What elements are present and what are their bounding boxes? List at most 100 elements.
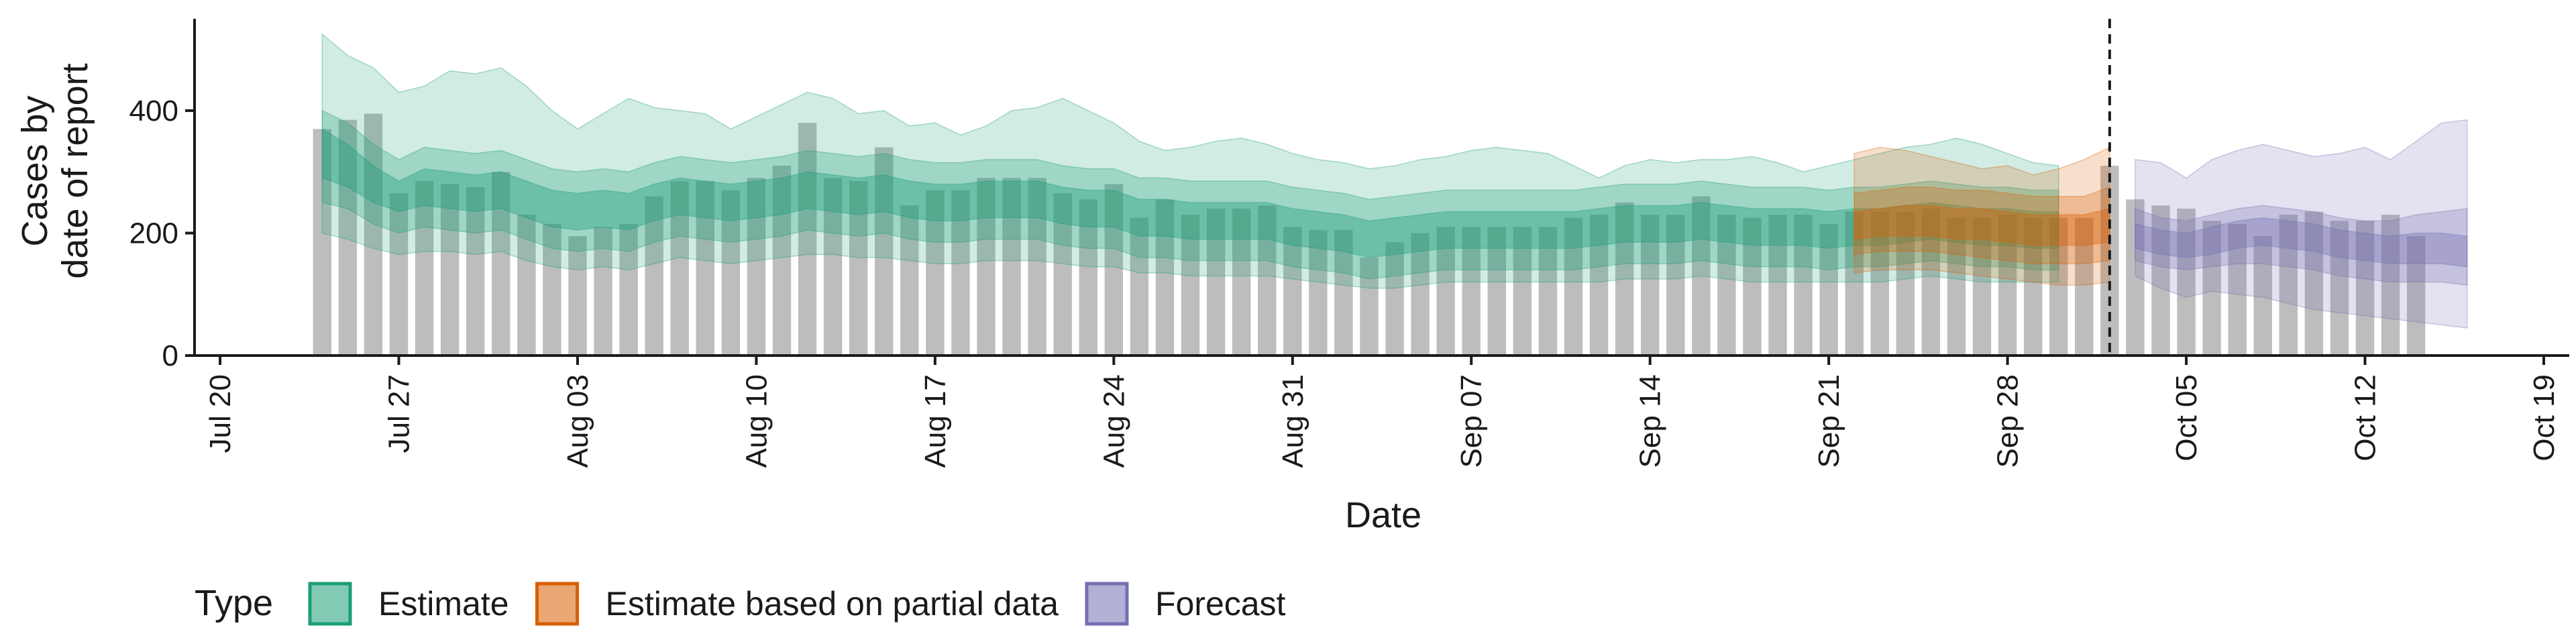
reported-cases-bar: [1181, 215, 1200, 356]
reported-cases-bar: [1921, 208, 1941, 356]
reported-cases-bar: [2151, 205, 2170, 356]
reported-cases-bar: [1487, 227, 1506, 356]
reported-cases-bar: [1155, 199, 1175, 356]
reported-cases-bars: [313, 113, 2426, 356]
reported-cases-bar: [440, 184, 460, 356]
reported-cases-bar: [1615, 202, 1634, 356]
y-axis-ticks: 0 200 400: [129, 95, 195, 372]
legend-entry: Estimate: [308, 582, 509, 626]
series-estimate-based-on-partial-data: [1854, 146, 2110, 286]
reported-cases-bar: [1564, 217, 1583, 356]
legend: Type Estimate Estimate based on partial d…: [195, 582, 1286, 626]
x-tick-label: Sep 21: [1813, 374, 1845, 468]
x-tick-label: Oct 19: [2528, 374, 2561, 462]
reported-cases-bar: [594, 227, 612, 356]
reported-cases-bar: [926, 190, 945, 356]
axes: [193, 19, 2569, 357]
reported-cases-bar: [1870, 211, 1889, 356]
reported-cases-bar: [1385, 242, 1404, 356]
reported-cases-bar: [1130, 217, 1149, 356]
y-axis-title-line: Cases by: [15, 95, 55, 246]
reported-cases-bar: [1028, 178, 1046, 356]
legend-swatch: [308, 582, 352, 626]
reported-cases-bar: [1972, 217, 1992, 356]
legend-swatch: [1085, 582, 1129, 626]
y-tick-label: 200: [129, 217, 178, 250]
reported-cases-bar: [1411, 233, 1430, 356]
reported-cases-bar: [2330, 221, 2349, 356]
reported-cases-bar: [1743, 217, 1762, 356]
reported-cases-bar: [2177, 208, 2196, 356]
reported-cases-bar: [1998, 215, 2017, 356]
band-50: [321, 109, 2059, 280]
x-axis-title: Date: [1345, 495, 1421, 535]
reported-cases-bar: [1513, 227, 1532, 356]
x-tick-label: Sep 28: [1992, 374, 2025, 468]
x-tick-label: Aug 24: [1097, 374, 1130, 468]
reported-cases-bar: [849, 180, 868, 356]
reported-cases-bar: [1768, 215, 1787, 356]
reported-cases-bar: [2355, 221, 2375, 356]
reported-cases-bar: [1334, 229, 1353, 356]
x-tick-label: Sep 14: [1634, 374, 1667, 468]
reported-cases-bar: [2228, 223, 2247, 356]
legend-swatch: [535, 582, 580, 626]
band-90: [2135, 119, 2468, 329]
reported-cases-bar: [823, 178, 843, 356]
legend-label: Forecast: [1155, 585, 1286, 623]
legend-label: Estimate based on partial data: [606, 585, 1059, 623]
reported-cases-bar: [2279, 215, 2298, 356]
band-50: [2135, 205, 2468, 286]
reported-cases-bar: [2381, 215, 2400, 356]
reported-cases-bar: [1640, 215, 1660, 356]
reported-cases-bar: [1538, 227, 1558, 356]
legend-entry: Forecast: [1085, 582, 1286, 626]
x-axis-ticks: Jul 20 Jul 27 Aug 03 Aug 10 Aug 17 Aug 24 Aug …: [204, 356, 2561, 468]
reported-cases-bar: [1283, 227, 1302, 356]
reported-cases-bar: [2406, 236, 2426, 356]
reported-cases-bar: [1462, 227, 1481, 356]
band-50: [1854, 186, 2110, 264]
reported-cases-bar: [492, 172, 511, 356]
reported-cases-bar: [798, 123, 817, 356]
reported-cases-bar: [517, 215, 536, 356]
reported-cases-bar: [2304, 211, 2324, 356]
reported-cases-bar: [338, 119, 358, 356]
reported-cases-bar: [900, 205, 919, 356]
reported-cases-bar: [1794, 215, 1813, 356]
reported-cases-bar: [1717, 215, 1736, 356]
reported-cases-bar: [389, 193, 409, 356]
reported-cases-bar: [568, 236, 587, 356]
series-forecast: [2135, 119, 2468, 329]
reported-cases-bar: [2075, 217, 2094, 356]
estimate-bands: [321, 33, 2468, 329]
reported-cases-bar: [543, 223, 561, 356]
reported-cases-bar: [1589, 215, 1609, 356]
y-tick-label: 0: [162, 339, 178, 372]
reported-cases-bar: [721, 190, 741, 356]
x-tick-label: Jul 20: [204, 374, 237, 453]
band-20: [321, 127, 2059, 258]
reported-cases-bar: [466, 187, 485, 356]
reported-cases-bar: [670, 180, 689, 356]
reported-cases-bar: [696, 180, 714, 356]
reported-cases-bar: [2126, 199, 2145, 356]
reported-cases-bar: [1309, 229, 1328, 356]
reported-cases-bar: [619, 223, 638, 356]
legend-entries: Estimate Estimate based on partial data Fo…: [308, 582, 1286, 626]
reported-cases-bar: [2049, 217, 2068, 356]
reported-cases-bar: [1079, 199, 1097, 356]
reported-cases-bar: [875, 147, 894, 356]
reported-cases-bar: [1258, 205, 1277, 356]
reported-cases-bar: [415, 180, 434, 356]
reported-cases-bar: [977, 178, 996, 356]
reported-cases-bar: [2253, 236, 2272, 356]
reported-cases-bar: [645, 196, 663, 356]
band-20: [2135, 217, 2468, 268]
x-tick-label: Oct 12: [2349, 374, 2381, 462]
band-90: [321, 33, 2059, 289]
reported-cases-bar: [1360, 257, 1379, 356]
legend-label: Estimate: [378, 585, 509, 623]
reported-cases-bar: [1436, 227, 1455, 356]
